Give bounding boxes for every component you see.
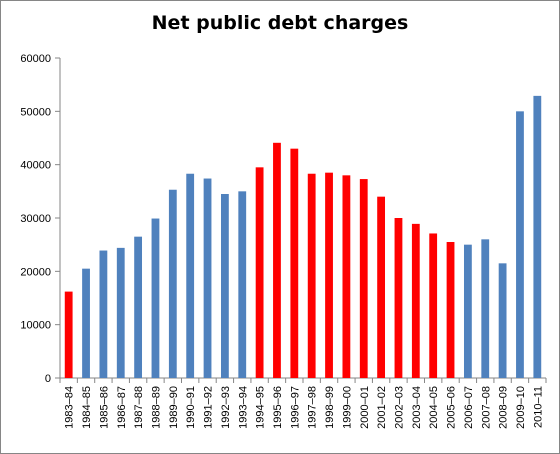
x-tick-label: 2009–10 xyxy=(515,386,527,429)
x-tick-label: 1986–87 xyxy=(116,386,128,429)
bar xyxy=(116,247,125,378)
bar xyxy=(273,142,281,378)
bar xyxy=(481,239,490,378)
x-tick-label: 1987–88 xyxy=(133,386,145,429)
bar xyxy=(134,236,143,378)
x-tick-label: 1991–92 xyxy=(203,386,215,429)
bar xyxy=(516,111,524,378)
bar xyxy=(203,178,212,378)
x-tick-label: 2008–09 xyxy=(498,386,510,429)
y-axis: 0 10000 20000 30000 40000 50000 60000 xyxy=(20,53,61,385)
y-tick-label: 0 xyxy=(45,373,51,385)
bar xyxy=(64,291,73,378)
y-tick-label: 60000 xyxy=(20,53,51,65)
bar xyxy=(168,189,177,378)
bar xyxy=(220,194,229,378)
bar xyxy=(411,223,420,378)
x-tick-label: 1996–97 xyxy=(289,386,301,429)
x-tick-label: 2010–11 xyxy=(532,386,544,428)
x-tick-label: 1994–95 xyxy=(255,386,267,429)
x-tick-label: 1995–96 xyxy=(272,386,284,429)
x-tick-label: 2006–07 xyxy=(463,386,475,429)
bar xyxy=(99,250,108,378)
x-tick-label: 1999–00 xyxy=(341,386,353,429)
x-tick-label: 1997–98 xyxy=(307,386,319,429)
y-tick-label: 30000 xyxy=(20,213,51,225)
x-tick-label: 2002–03 xyxy=(393,386,405,429)
x-tick-label: 1989–90 xyxy=(168,386,180,429)
x-tick-label: 2003–04 xyxy=(411,386,423,429)
bar xyxy=(82,268,90,378)
x-tick-label: 1983–84 xyxy=(64,386,76,429)
bar xyxy=(342,175,351,378)
bar xyxy=(394,218,403,378)
x-tick-label: 1988–89 xyxy=(150,386,162,429)
x-tick-label: 1990–91 xyxy=(185,386,197,429)
x-axis: 1983–84 1984–85 1985–86 1986–87 1987–88 1988–… xyxy=(59,377,547,429)
x-tick-label: 2000–01 xyxy=(359,386,371,429)
bar xyxy=(255,167,264,378)
bar xyxy=(359,179,368,378)
bar xyxy=(290,148,299,378)
x-tick-label: 1998–99 xyxy=(324,386,336,429)
y-tick-label: 40000 xyxy=(20,160,51,172)
y-tick-label: 50000 xyxy=(20,106,51,118)
bar xyxy=(429,233,438,378)
x-tick-label: 2001–02 xyxy=(376,386,388,429)
chart-title: Net public debt charges xyxy=(151,12,409,34)
x-tick-label: 1985–86 xyxy=(98,386,110,429)
bar xyxy=(463,244,472,378)
x-tick-label: 2005–06 xyxy=(446,386,458,429)
bar xyxy=(446,242,455,378)
x-tick-label: 2007–08 xyxy=(480,386,492,429)
bar xyxy=(238,191,247,378)
bar xyxy=(151,218,160,378)
bar xyxy=(307,173,316,378)
bars xyxy=(64,95,542,378)
x-tick-label: 1992–93 xyxy=(220,386,232,429)
y-tick-label: 20000 xyxy=(20,266,51,278)
bar xyxy=(377,196,386,378)
bar xyxy=(498,263,507,378)
bar xyxy=(186,173,195,378)
x-tick-label: 1984–85 xyxy=(81,386,93,429)
y-tick-label: 10000 xyxy=(20,320,51,332)
x-tick-label: 1993–94 xyxy=(237,386,249,429)
bar xyxy=(325,172,333,378)
bar xyxy=(533,95,542,378)
x-tick-label: 2004–05 xyxy=(428,386,440,429)
